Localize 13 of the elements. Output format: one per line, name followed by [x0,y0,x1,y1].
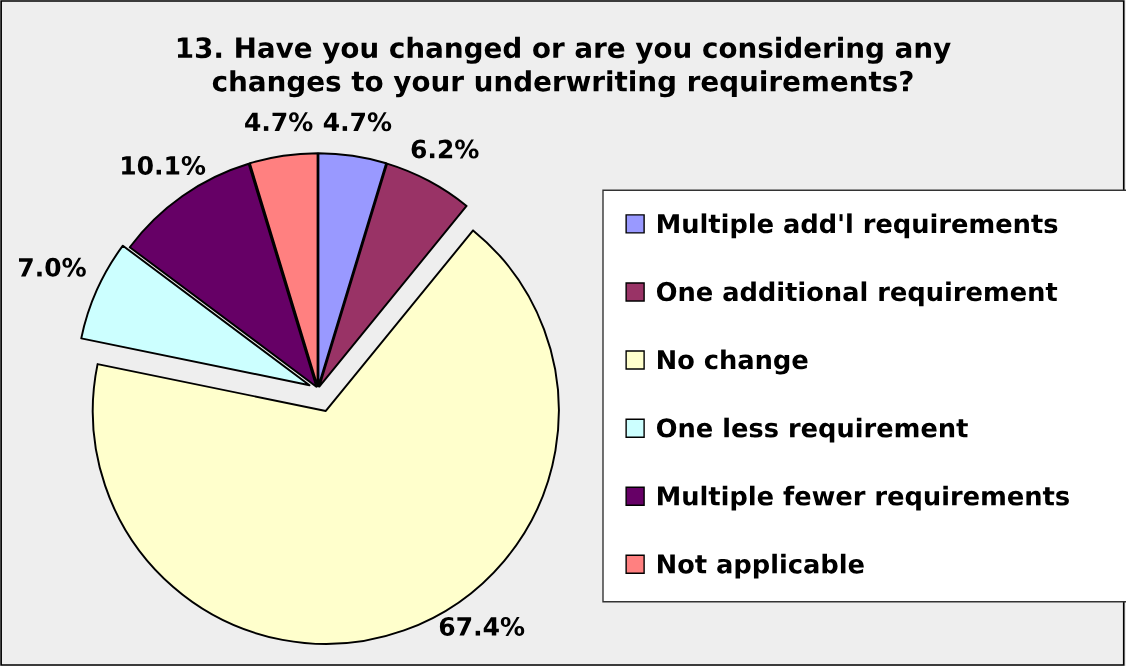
data-label: 4.7% [245,112,313,132]
legend-label: One additional requirement [656,281,1058,307]
legend-label: Not applicable [658,553,864,579]
data-label: 10.1% [122,155,206,175]
legend-label: No change [658,349,808,375]
legend-label: Multiple add'l requirements [658,213,1058,239]
chart-title: 13. Have you changed or are you considering any changes to your underwriting requirements? [177,36,951,98]
legend-label: Multiple fewer requirements [658,485,1069,511]
data-label: 67.4% [439,617,525,636]
data-label: 6.2% [411,139,479,159]
data-label: 4.7% [323,112,392,132]
data-label: 7.0% [18,257,86,277]
legend-label: One less requirement [656,417,968,443]
